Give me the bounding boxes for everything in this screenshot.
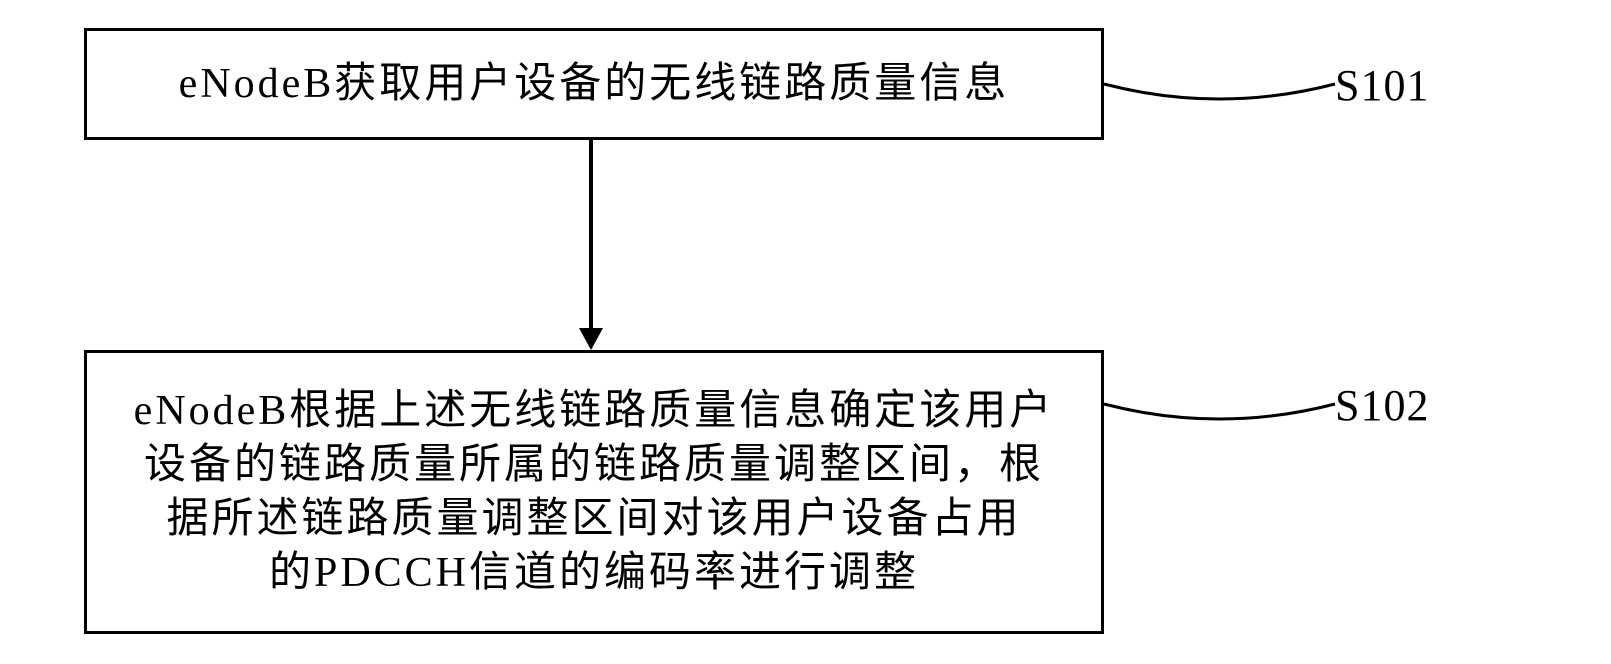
arrow-shaft [589, 140, 593, 328]
step-text: eNodeB根据上述无线链路质量信息确定该用户 [134, 384, 1055, 438]
step-label-s102: S102 [1335, 380, 1429, 431]
step-text: 据所述链路质量调整区间对该用户设备占用 [166, 492, 1021, 546]
step-box-s102: eNodeB根据上述无线链路质量信息确定该用户 设备的链路质量所属的链路质量调整… [84, 350, 1104, 634]
diagram-canvas: eNodeB获取用户设备的无线链路质量信息 eNodeB根据上述无线链路质量信息… [0, 0, 1611, 664]
step-box-s101: eNodeB获取用户设备的无线链路质量信息 [84, 28, 1104, 140]
step-text: eNodeB获取用户设备的无线链路质量信息 [179, 57, 1010, 111]
arrow-head-icon [579, 328, 603, 350]
step-label-s101: S101 [1335, 60, 1429, 111]
label-connector-s102 [1104, 369, 1335, 439]
step-text: 设备的链路质量所属的链路质量调整区间，根 [144, 438, 1044, 492]
step-text: 的PDCCH信道的编码率进行调整 [269, 546, 919, 600]
label-connector-s101 [1104, 49, 1335, 119]
